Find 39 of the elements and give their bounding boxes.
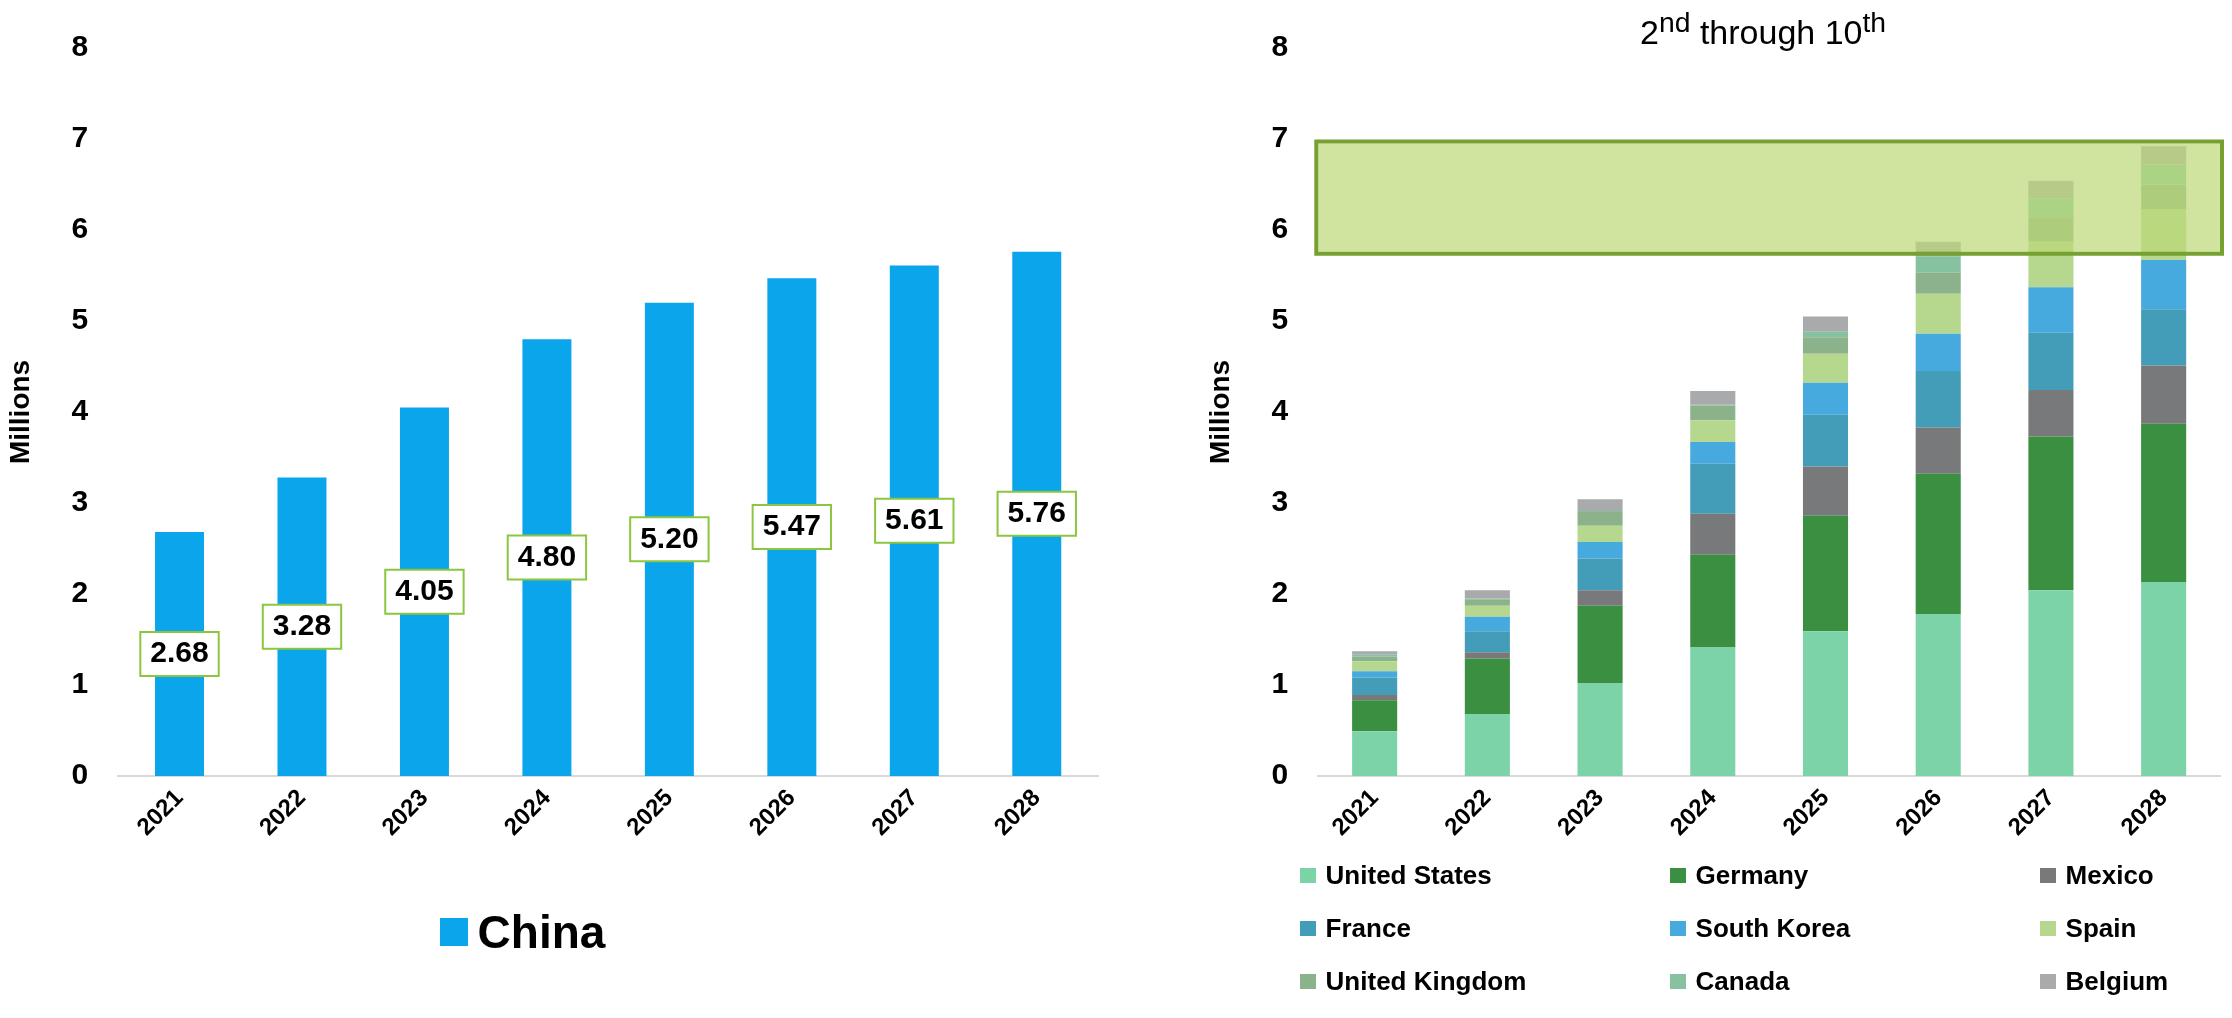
- legend-label: Mexico: [2065, 860, 2154, 891]
- y-tick-label: 7: [71, 120, 89, 154]
- legend-label: Canada: [1695, 966, 1790, 997]
- data-label: 5.76: [1007, 495, 1066, 529]
- y-tick-label: 2: [71, 575, 89, 609]
- data-label: 4.05: [395, 572, 454, 606]
- y-tick-label: 4: [71, 393, 89, 427]
- y-tick-label: 3: [1271, 484, 1289, 518]
- y-tick-label: 8: [71, 29, 89, 63]
- y-tick-label: 1: [1271, 666, 1289, 700]
- y-tick-label: 7: [1271, 120, 1289, 154]
- data-label: 5.61: [885, 501, 944, 535]
- y-tick-label: 5: [1271, 302, 1289, 336]
- y-tick-label: 4: [1271, 393, 1289, 427]
- y-axis-title: Millions: [3, 359, 35, 465]
- y-tick-label: 1: [71, 666, 89, 700]
- data-label: 5.20: [640, 520, 699, 554]
- chart-title: 2$^{nd}$ through 10$^{th}$: [1640, 6, 1887, 53]
- y-tick-label: 6: [1271, 211, 1289, 245]
- y-axis-title: Millions: [1203, 359, 1235, 465]
- legend-label: Germany: [1695, 860, 1809, 891]
- legend-label: China: [477, 905, 606, 959]
- legend-label: United Kingdom: [1325, 966, 1527, 997]
- data-label: 3.28: [272, 607, 332, 641]
- legend-label: United States: [1325, 860, 1492, 891]
- data-label: 4.80: [517, 538, 577, 572]
- data-label: 2.68: [150, 635, 209, 669]
- y-tick-label: 3: [71, 484, 89, 518]
- legend-label: Belgium: [2065, 966, 2169, 997]
- y-tick-label: 8: [1271, 29, 1289, 63]
- y-tick-label: 5: [71, 302, 89, 336]
- y-tick-label: 0: [71, 757, 89, 791]
- y-tick-label: 6: [71, 211, 89, 245]
- y-tick-label: 2: [1271, 575, 1289, 609]
- y-tick-label: 0: [1271, 757, 1289, 791]
- legend-label: South Korea: [1695, 913, 1851, 944]
- legend-label: Spain: [2065, 913, 2137, 944]
- data-label: 5.47: [762, 508, 822, 542]
- legend-label: France: [1325, 913, 1411, 944]
